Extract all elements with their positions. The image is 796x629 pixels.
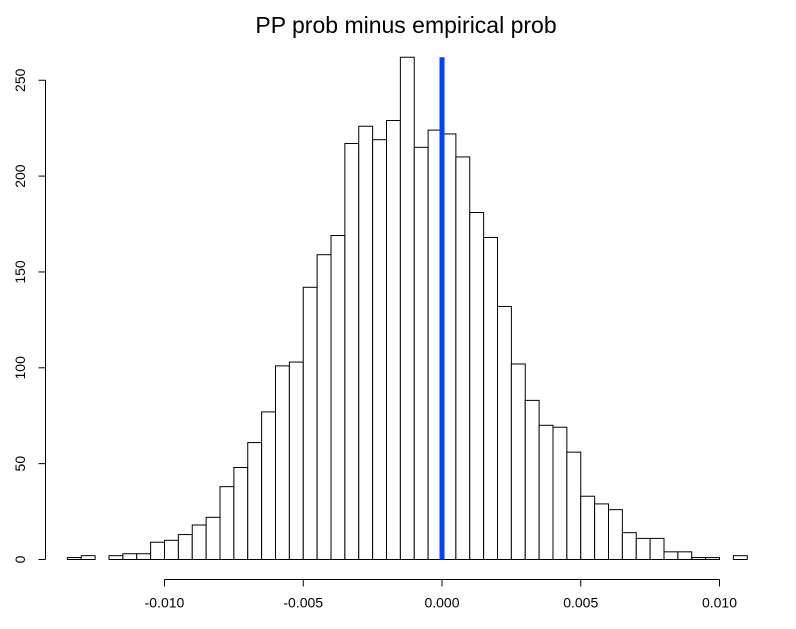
- histogram-bar-9: [191, 524, 207, 561]
- histogram-bar-25: [413, 146, 429, 560]
- x-tick-label-2: 0.000: [424, 595, 459, 611]
- histogram-bar-14: [261, 411, 276, 560]
- y-tick-label-4: 200: [12, 164, 28, 188]
- histogram-bar-39: [608, 509, 623, 560]
- histogram-bar-13: [247, 442, 263, 560]
- y-tick-label-2: 100: [12, 356, 28, 380]
- x-axis: -0.010 -0.005 0.000 0.005 0.010: [145, 579, 737, 611]
- histogram-bar-12: [233, 466, 249, 561]
- histogram-bar-33: [524, 399, 540, 560]
- histogram-bar-31: [497, 305, 512, 560]
- histogram-bar-6: [150, 541, 165, 561]
- histogram-bar-10: [205, 516, 221, 560]
- histogram-bar-40: [621, 532, 637, 560]
- histogram-bar-22: [372, 139, 387, 560]
- histogram-bar-3: [108, 555, 124, 561]
- histogram-bar-1: [80, 555, 96, 561]
- histogram-bar-20: [344, 143, 360, 561]
- histogram-bar-41: [635, 537, 651, 561]
- histogram-bar-24: [399, 56, 415, 560]
- histogram-bar-34: [538, 424, 554, 560]
- histogram-bar-4: [122, 553, 138, 561]
- histogram-bar-38: [594, 503, 609, 561]
- histogram-bar-29: [469, 212, 485, 560]
- x-tick-label-1: -0.005: [283, 595, 323, 611]
- histogram-bar-18: [316, 254, 332, 561]
- histogram-bar-37: [580, 495, 596, 561]
- histogram-bar-36: [566, 451, 582, 561]
- y-axis: 0 50 100 150 200 250: [12, 68, 46, 563]
- histogram-bar-15: [275, 365, 290, 560]
- histogram-bar-35: [552, 426, 568, 560]
- y-tick-label-5: 250: [12, 68, 28, 92]
- histogram-bar-45: [691, 557, 707, 561]
- histogram-bar-48: [732, 555, 748, 561]
- histogram-bar-42: [649, 537, 665, 561]
- chart-title: PP prob minus empirical prob: [255, 12, 556, 38]
- histogram-bars: [66, 56, 748, 561]
- histogram-bar-0: [66, 557, 82, 561]
- histogram-bar-28: [455, 156, 471, 560]
- histogram-bar-5: [136, 553, 152, 561]
- histogram-bar-16: [288, 361, 304, 561]
- x-tick-label-3: 0.005: [563, 595, 598, 611]
- histogram-bar-46: [705, 557, 720, 561]
- histogram-bar-43: [663, 551, 679, 560]
- histogram-bar-32: [510, 363, 526, 560]
- histogram-bar-23: [386, 120, 401, 561]
- histogram-bar-19: [330, 235, 346, 560]
- y-tick-label-1: 50: [12, 456, 28, 472]
- y-tick-label-3: 150: [12, 260, 28, 284]
- y-tick-label-0: 0: [12, 555, 28, 563]
- histogram-bar-30: [483, 236, 498, 560]
- histogram-bar-21: [358, 125, 374, 561]
- x-tick-label-0: -0.010: [145, 595, 185, 611]
- histogram-bar-44: [677, 551, 693, 560]
- histogram-bar-17: [302, 286, 318, 560]
- histogram-bar-11: [219, 486, 235, 560]
- histogram-bar-8: [177, 534, 193, 560]
- x-tick-label-4: 0.010: [702, 595, 737, 611]
- histogram-bar-7: [164, 539, 179, 561]
